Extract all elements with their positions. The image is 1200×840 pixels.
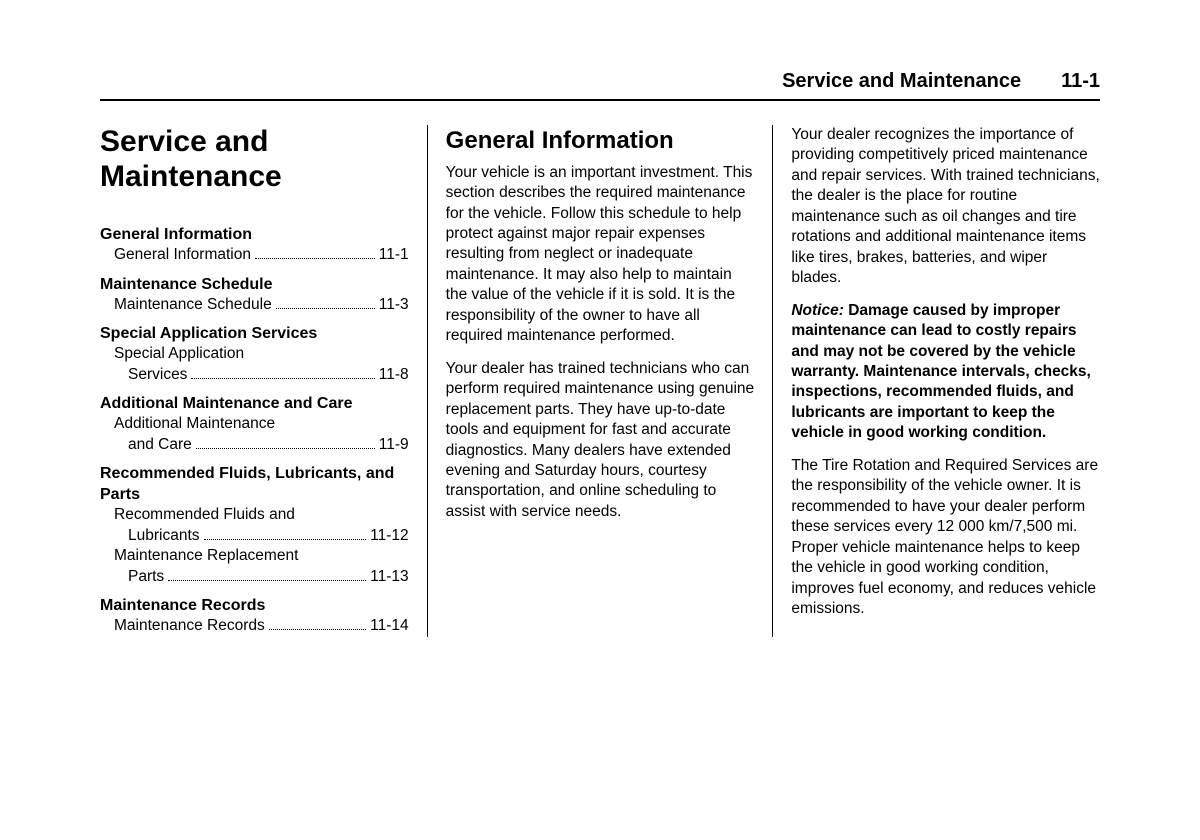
toc-entry-line: Maintenance Replacement <box>100 546 409 566</box>
toc-entry-page: 11-14 <box>370 616 409 636</box>
toc-section-head: Special Application Services <box>100 323 409 344</box>
toc-dot-leader <box>168 580 366 581</box>
toc-entry-label: Recommended Fluids and <box>114 505 295 525</box>
toc-dot-leader <box>276 308 375 309</box>
toc-entry: Parts 11-13 <box>100 567 409 587</box>
toc-entry-page: 11-9 <box>379 435 409 455</box>
body-paragraph: The Tire Rotation and Required Services … <box>791 456 1100 620</box>
section-heading: General Information <box>446 125 755 157</box>
toc-section-head: Recommended Fluids, Lubricants, and Part… <box>100 463 409 505</box>
header-section-title: Service and Maintenance <box>782 70 1021 93</box>
toc-entry-line: Recommended Fluids and <box>100 505 409 525</box>
body-paragraph: Your dealer recognizes the importance of… <box>791 125 1100 289</box>
header-page-number: 11-1 <box>1061 70 1100 93</box>
notice-label: Notice: <box>791 302 844 319</box>
page-header: Service and Maintenance 11-1 <box>100 70 1100 101</box>
chapter-title: Service and Maintenance <box>100 125 409 194</box>
body-paragraph: Your dealer has trained technicians who … <box>446 359 755 523</box>
toc-entry-page: 11-13 <box>370 567 409 587</box>
toc-entry-page: 11-8 <box>379 365 409 385</box>
toc-entry-label: General Information <box>114 245 251 265</box>
toc-entry-line: Additional Maintenance <box>100 414 409 434</box>
toc-entry: Maintenance Records 11-14 <box>100 616 409 636</box>
toc-entry-label: Lubricants <box>128 526 200 546</box>
toc-entry-label: Services <box>128 365 187 385</box>
toc-entry: Maintenance Schedule 11-3 <box>100 295 409 315</box>
toc-section-head: Maintenance Schedule <box>100 274 409 295</box>
toc-entry-page: 11-3 <box>379 295 409 315</box>
toc-entry-line: Special Application <box>100 344 409 364</box>
toc-dot-leader <box>204 539 367 540</box>
table-of-contents: General InformationGeneral Information11… <box>100 224 409 637</box>
toc-entry-label: Maintenance Records <box>114 616 265 636</box>
toc-section-head: Maintenance Records <box>100 595 409 616</box>
notice-paragraph: Notice: Damage caused by improper mainte… <box>791 301 1100 444</box>
toc-entry-page: 11-1 <box>379 245 409 265</box>
toc-entry-label: Maintenance Replacement <box>114 546 298 566</box>
toc-dot-leader <box>196 448 375 449</box>
toc-section-head: General Information <box>100 224 409 245</box>
column-1-toc: Service and Maintenance General Informat… <box>100 125 428 637</box>
toc-dot-leader <box>255 258 375 259</box>
toc-entry-label: Maintenance Schedule <box>114 295 272 315</box>
toc-section-head: Additional Maintenance and Care <box>100 393 409 414</box>
toc-entry-label: and Care <box>128 435 192 455</box>
toc-entry: General Information 11-1 <box>100 245 409 265</box>
toc-entry: Services 11-8 <box>100 365 409 385</box>
column-2: General Information Your vehicle is an i… <box>428 125 774 637</box>
toc-entry-label: Additional Maintenance <box>114 414 275 434</box>
toc-entry: Lubricants 11-12 <box>100 526 409 546</box>
toc-entry-page: 11-12 <box>370 526 409 546</box>
body-paragraph: Your vehicle is an important investment.… <box>446 163 755 347</box>
column-3: Your dealer recognizes the importance of… <box>773 125 1100 637</box>
toc-entry-label: Parts <box>128 567 164 587</box>
notice-text: Damage caused by improper maintenance ca… <box>791 302 1091 442</box>
toc-dot-leader <box>269 629 366 630</box>
toc-entry: and Care 11-9 <box>100 435 409 455</box>
toc-entry-label: Special Application <box>114 344 244 364</box>
content-columns: Service and Maintenance General Informat… <box>100 125 1100 637</box>
toc-dot-leader <box>191 378 374 379</box>
